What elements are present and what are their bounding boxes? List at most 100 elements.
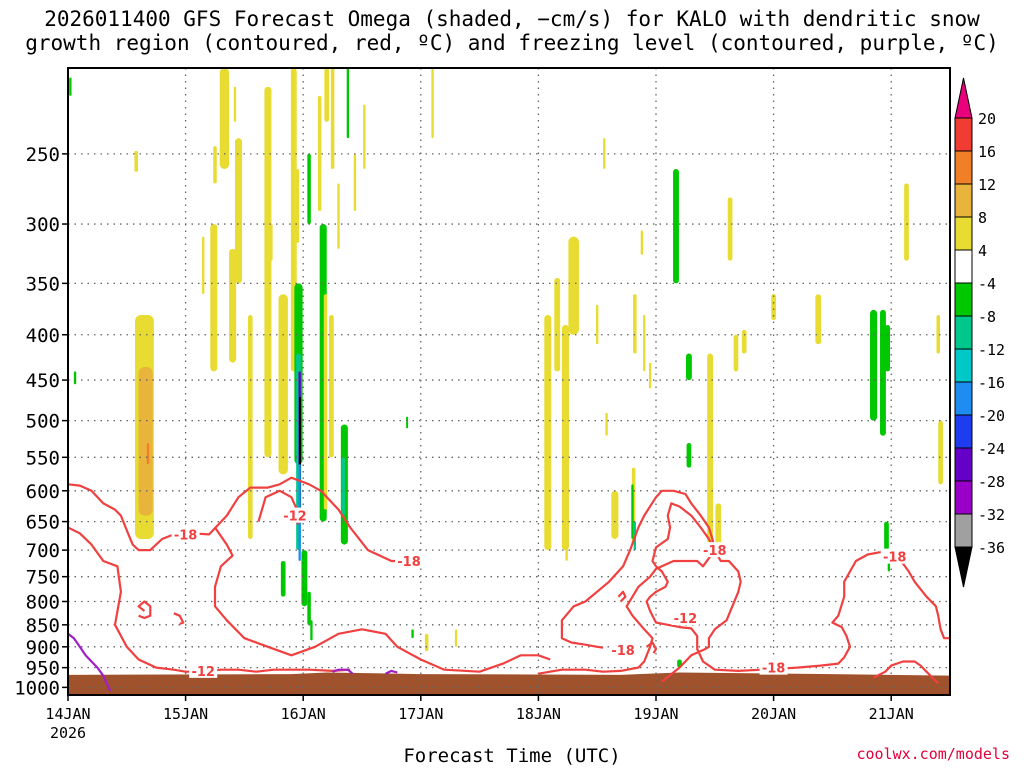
omega-region <box>411 629 414 639</box>
y-tick-label: 550 <box>26 447 60 469</box>
omega-region <box>815 294 822 345</box>
y-tick-label: 650 <box>26 512 60 534</box>
omega-region <box>885 325 891 372</box>
contour-label: -18 <box>883 551 907 566</box>
freezing-level-contour <box>385 669 398 675</box>
omega-region <box>741 329 747 354</box>
dgz-contour <box>137 600 152 620</box>
x-tick-label: 20JAN <box>751 705 796 723</box>
colorbar-swatch <box>954 513 973 548</box>
contour-label-bg <box>880 548 909 564</box>
chart-title-line-1: 2026011400 GFS Forecast Omega (shaded, −… <box>44 7 980 31</box>
omega-region <box>264 86 272 458</box>
omega-region <box>565 527 568 561</box>
omega-region <box>219 68 230 169</box>
ground-fill <box>68 672 950 695</box>
omega-region <box>324 68 330 122</box>
dgz-contour <box>67 526 351 673</box>
omega-region <box>870 309 878 421</box>
y-tick-label: 450 <box>26 370 60 392</box>
omega-region <box>603 138 606 169</box>
y-tick-label: 600 <box>26 481 60 503</box>
contour-label: -18 <box>703 544 727 559</box>
omega-region <box>406 416 409 429</box>
omega-region <box>233 86 237 122</box>
omega-region <box>454 629 458 647</box>
y-axis: 2503003504004505005506006507007508008509… <box>14 144 68 699</box>
colorbar-swatch <box>954 315 973 350</box>
omega-region <box>134 150 138 172</box>
y-tick-label: 350 <box>26 273 60 295</box>
omega-region <box>323 294 328 510</box>
omega-shading <box>69 68 943 668</box>
omega-region <box>643 315 646 372</box>
contour-label: -12 <box>283 510 307 525</box>
omega-region <box>771 294 776 321</box>
contours: -18 -12 -18 -12 -18 -12 -18 -18 -18 <box>67 476 950 692</box>
dgz-contour <box>645 641 658 654</box>
contour-label: -18 <box>611 644 635 659</box>
contour-label-bg <box>280 507 309 523</box>
contour-label: -18 <box>762 662 786 677</box>
omega-region <box>234 138 243 284</box>
omega-region <box>631 484 634 539</box>
colorbar-label: -24 <box>978 440 1005 458</box>
freezing-level-contour <box>67 632 112 692</box>
colorbar-label: 4 <box>978 242 987 260</box>
x-tick-label: 19JAN <box>633 705 678 723</box>
dgz-contour <box>645 502 950 683</box>
omega-region <box>138 367 153 516</box>
contour-label: -18 <box>397 555 421 570</box>
colorbar-swatch <box>954 348 973 383</box>
omega-region <box>270 224 273 261</box>
colorbar-swatch <box>954 117 973 152</box>
plot-border <box>67 67 951 696</box>
colorbar-arrow-top <box>954 77 973 119</box>
omega-region <box>247 315 253 539</box>
y-tick-label: 950 <box>26 658 60 680</box>
contour-label: -18 <box>174 528 198 543</box>
omega-region <box>278 294 288 475</box>
colorbar-swatch <box>954 381 973 416</box>
omega-region <box>330 68 335 169</box>
omega-region <box>280 560 286 597</box>
omega-region <box>295 168 300 243</box>
omega-region <box>727 197 733 261</box>
dgz-contour <box>538 489 716 675</box>
omega-region <box>301 550 308 607</box>
omega-region <box>73 371 77 385</box>
colorbar-swatch <box>954 414 973 449</box>
dgz-contour <box>173 612 185 625</box>
plot-frame <box>67 67 951 696</box>
colorbar-swatch <box>954 183 973 218</box>
omega-region <box>353 153 357 211</box>
colorbar-label: 16 <box>978 143 996 161</box>
omega-region <box>346 68 350 139</box>
colorbar-label: 20 <box>978 110 996 128</box>
y-tick-label: 250 <box>26 144 60 166</box>
omega-region <box>554 277 561 372</box>
colorbar-swatch <box>954 447 973 482</box>
colorbar: 20 16 12 8 4 -4 -8 -12 -16 -20 -24 -28 -32 -36 <box>954 77 1005 588</box>
x-tick-label: 21JAN <box>869 705 914 723</box>
x-tick-label: 18JAN <box>516 705 561 723</box>
contour-label-bg <box>189 662 218 678</box>
y-tick-label: 700 <box>26 540 60 562</box>
site-credit[interactable]: coolwx.com/models <box>856 745 1010 763</box>
omega-region <box>904 183 909 261</box>
omega-region <box>938 420 943 485</box>
x-tick-label: 15JAN <box>163 705 208 723</box>
colorbar-label: 12 <box>978 176 996 194</box>
contour-label-bg <box>671 609 700 625</box>
dgz-contour <box>873 660 939 685</box>
x-tick-label: 14JAN <box>45 705 90 723</box>
y-tick-label: 400 <box>26 325 60 347</box>
y-tick-label: 1000 <box>14 677 60 699</box>
omega-region <box>605 412 608 436</box>
grid-lines <box>67 68 950 695</box>
omega-region <box>707 353 714 551</box>
omega-region <box>317 95 322 211</box>
contour-label-bg <box>759 659 788 675</box>
omega-region <box>431 68 434 139</box>
